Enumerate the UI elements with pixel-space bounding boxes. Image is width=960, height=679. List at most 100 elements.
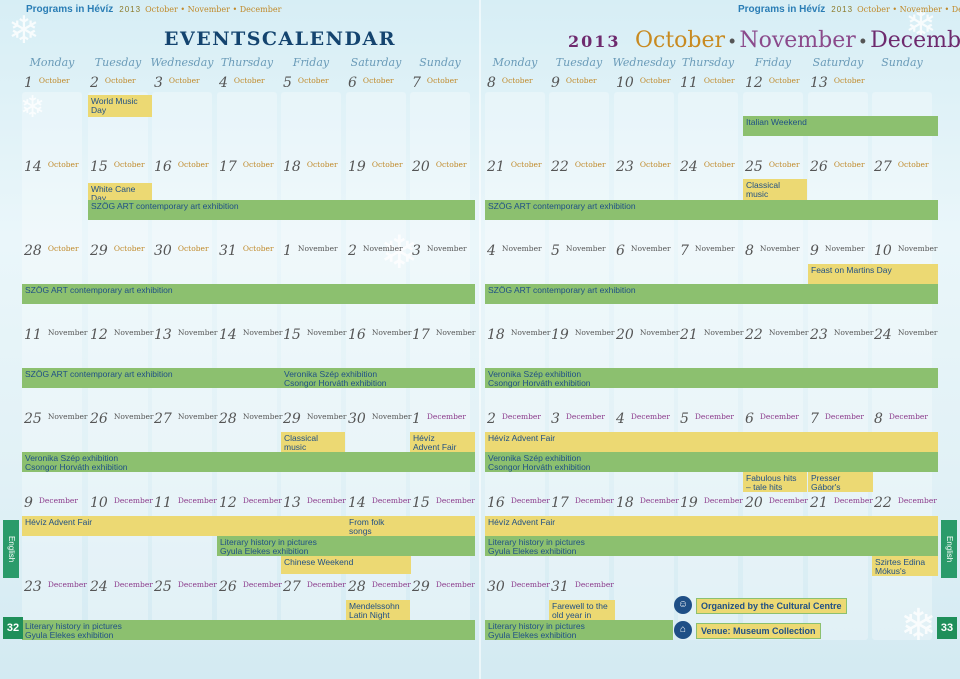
day-number: 4 [219, 75, 228, 91]
day-cell: 25 December [154, 578, 217, 596]
day-cell: 6 December [745, 410, 799, 428]
event-bar[interactable]: Veronika Szép exhibition Csongor Horváth … [281, 368, 475, 388]
page-number: 32 [3, 617, 23, 639]
day-number: 11 [154, 495, 172, 511]
day-number: 23 [810, 327, 828, 343]
event-bar[interactable]: Hévíz Advent Fair [485, 432, 938, 452]
event-bar[interactable]: From folk songsto world-wide fame [346, 516, 411, 536]
day-month: November [113, 412, 154, 421]
day-number: 20 [745, 495, 763, 511]
language-tab: English [941, 520, 957, 578]
event-label: Hévíz Advent Fair [488, 433, 556, 443]
day-number: 29 [283, 411, 301, 427]
event-bar[interactable]: White Cane Day [88, 183, 152, 200]
event-bar[interactable]: SZÖG ART contemporary art exhibition [485, 284, 938, 304]
event-bar[interactable]: Chinese Weekend [281, 556, 411, 574]
event-label: Literary history in pictures [25, 621, 122, 631]
day-number: 13 [154, 327, 172, 343]
event-label: SZÖG ART contemporary art exhibition [91, 201, 239, 211]
event-bar[interactable]: Hévíz Advent Fair [485, 516, 938, 536]
day-month: October [242, 160, 274, 169]
header-year: 2013 [119, 5, 142, 14]
day-month: October [435, 160, 467, 169]
day-number: 29 [90, 243, 108, 259]
day-number: 3 [551, 411, 560, 427]
event-label: Advent Fair [413, 442, 457, 452]
day-cell: 10 October [616, 74, 671, 92]
day-number: 8 [745, 243, 754, 259]
day-number: 26 [810, 159, 828, 175]
event-label: SZÖG ART contemporary art exhibition [488, 285, 636, 295]
day-number: 2 [90, 75, 99, 91]
day-number: 21 [487, 159, 505, 175]
day-cell: 22 November [745, 326, 809, 344]
event-label: Italian Weekend [746, 117, 807, 127]
event-bar[interactable]: SZÖG ART contemporary art exhibition [485, 200, 938, 220]
event-bar[interactable]: Classical musicevening [743, 179, 807, 201]
day-number: 5 [283, 75, 292, 91]
day-month: November [565, 244, 606, 253]
day-number: 18 [616, 495, 634, 511]
event-bar[interactable]: Feast on Martins Day [808, 264, 938, 284]
day-month: December [177, 496, 217, 505]
snowflake-icon: ❄ [8, 10, 40, 52]
event-bar[interactable]: Veronika Szép exhibition Csongor Horváth … [485, 368, 938, 388]
day-number: 13 [810, 75, 828, 91]
event-bar[interactable]: Classical musicevening [281, 432, 345, 454]
day-cell: 28 December [348, 578, 411, 596]
day-number: 27 [874, 159, 892, 175]
event-label: Mendelssohn [349, 601, 400, 611]
day-cell: 16 November [348, 326, 412, 344]
day-cell: 13 October [810, 74, 865, 92]
day-cell: 8 December [874, 410, 928, 428]
day-number: 22 [551, 159, 569, 175]
day-number: 15 [90, 159, 108, 175]
day-number: 9 [551, 75, 560, 91]
event-bar[interactable]: Veronika Szép exhibition Csongor Horváth … [485, 452, 938, 472]
event-label: Fabulous hits [746, 473, 797, 483]
day-number: 30 [154, 243, 172, 259]
day-cell: 9 October [551, 74, 597, 92]
weekday-label: Wednesday [612, 56, 676, 69]
event-bar[interactable]: Literary history in pictures Gyula Elekes… [485, 536, 938, 556]
event-label: Literary history in pictures [488, 537, 585, 547]
day-number: 12 [219, 495, 237, 511]
day-month: December [435, 496, 475, 505]
day-cell: 7 October [412, 74, 458, 92]
day-month: December [574, 496, 614, 505]
day-month: November [177, 328, 218, 337]
day-month: November [306, 328, 347, 337]
event-bar[interactable]: Literary history in pictures Gyula Elekes… [485, 620, 673, 640]
event-bar[interactable]: Italian Weekend [743, 116, 938, 136]
day-number: 19 [680, 495, 698, 511]
event-label: Literary history in pictures [220, 537, 317, 547]
day-cell: 18 December [616, 494, 679, 512]
day-number: 7 [412, 75, 421, 91]
day-number: 3 [412, 243, 421, 259]
event-label: Latin Night [349, 610, 390, 620]
event-bar[interactable]: Presser Gábor'sevening [808, 472, 873, 492]
weekday-label: Wednesday [150, 56, 214, 69]
event-bar[interactable]: SZÖG ART contemporary art exhibition [22, 284, 475, 304]
event-bar[interactable]: SZÖG ART contemporary art exhibition [88, 200, 475, 220]
event-bar[interactable]: Mendelssohn Latin Night [346, 600, 410, 622]
day-number: 9 [810, 243, 819, 259]
day-number: 24 [680, 159, 698, 175]
title-month-october: October [634, 28, 726, 53]
event-label: Classical music [746, 180, 781, 199]
day-cell: 2 December [487, 410, 541, 428]
event-bar[interactable]: Hévíz Advent Fair [410, 432, 475, 454]
day-number: 30 [487, 579, 505, 595]
event-bar[interactable]: Literary history in pictures Gyula Elekes… [22, 620, 475, 640]
event-label: Csongor Horváth exhibition [284, 378, 387, 388]
event-label: Farewell to the [552, 601, 608, 611]
event-bar[interactable]: Veronika Szép exhibition Csongor Horváth … [22, 452, 475, 472]
event-bar[interactable]: World Music Day [88, 95, 152, 117]
event-bar[interactable]: Fabulous hits – tale hits [743, 472, 807, 492]
day-cell: 17 December [551, 494, 614, 512]
day-number: 19 [348, 159, 366, 175]
day-number: 4 [487, 243, 496, 259]
event-bar[interactable]: Literary history in pictures Gyula Elekes… [217, 536, 475, 556]
